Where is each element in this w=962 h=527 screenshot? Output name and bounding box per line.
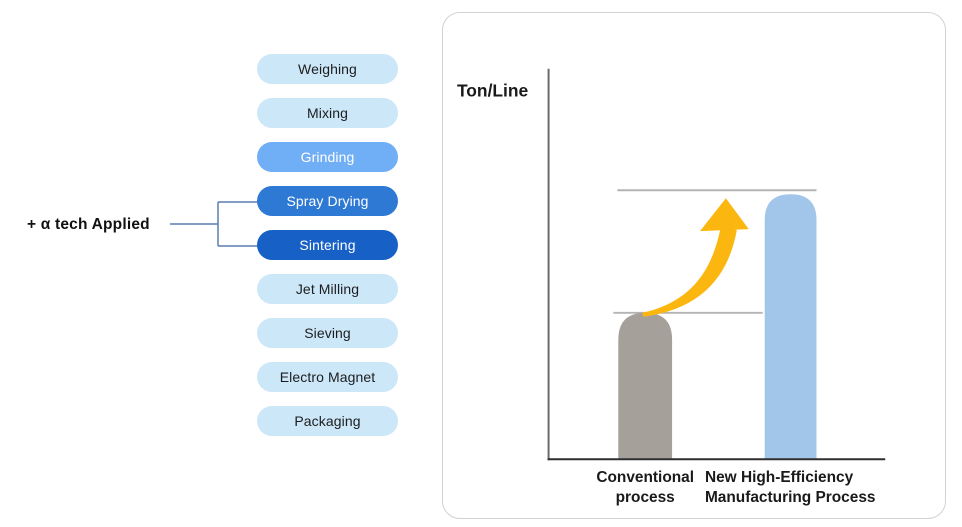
process-step-weighing: Weighing xyxy=(257,54,398,84)
process-step-mixing: Mixing xyxy=(257,98,398,128)
process-step-spray-drying: Spray Drying xyxy=(257,186,398,216)
alpha-tech-label: + α tech Applied xyxy=(27,216,150,233)
y-axis-title: Ton/Line xyxy=(457,81,529,101)
bar1-label-line2: process xyxy=(616,489,675,506)
bar1-label-line1: Conventional xyxy=(596,469,694,486)
process-step-grinding: Grinding xyxy=(257,142,398,172)
process-step-packaging: Packaging xyxy=(257,406,398,436)
ton-line-bar-chart: Ton/Line Conventional process New High-E… xyxy=(457,68,886,506)
process-step-sintering: Sintering xyxy=(257,230,398,260)
growth-arrow-body xyxy=(642,226,737,317)
growth-arrow-head xyxy=(699,198,749,232)
chart-card: Ton/Line Conventional process New High-E… xyxy=(442,12,946,519)
process-step-electro-magnet: Electro Magnet xyxy=(257,362,398,392)
bar-new-process xyxy=(764,194,817,460)
bar-conventional xyxy=(618,312,673,460)
process-step-jet-milling: Jet Milling xyxy=(257,274,398,304)
process-flow-list: Weighing Mixing Grinding Spray Drying Si… xyxy=(257,54,398,436)
alpha-connector xyxy=(170,201,258,247)
bar2-label-line2: Manufacturing Process xyxy=(705,489,876,506)
bar2-label-line1: New High-Efficiency xyxy=(705,469,854,486)
process-step-sieving: Sieving xyxy=(257,318,398,348)
